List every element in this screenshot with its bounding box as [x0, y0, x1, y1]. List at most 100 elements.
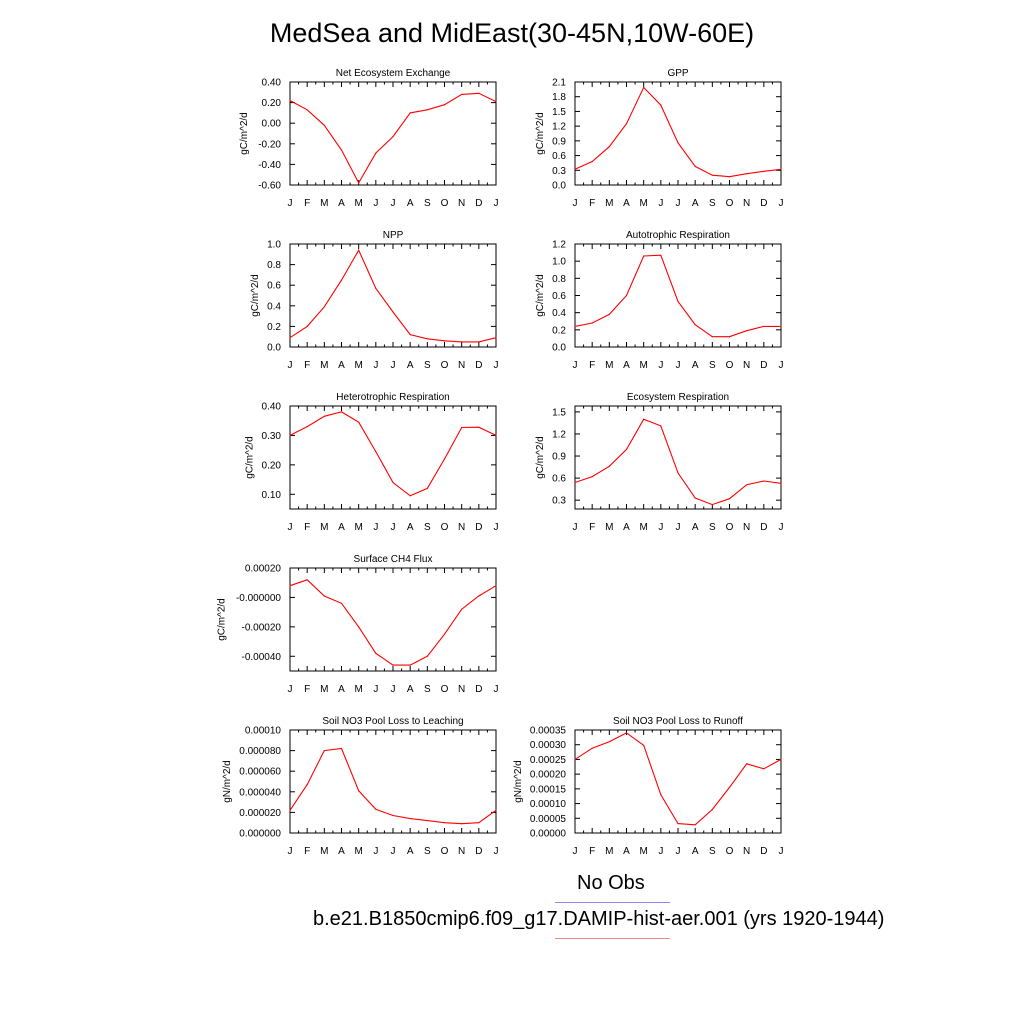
y-tick-label: 0.00020	[245, 564, 282, 575]
x-tick-label: O	[441, 360, 449, 371]
data-point	[711, 808, 713, 811]
data-point	[728, 336, 731, 338]
x-tick-label: S	[709, 522, 716, 533]
data-point	[660, 794, 662, 796]
plot-frame	[574, 81, 782, 186]
x-tick-label: M	[320, 522, 328, 533]
data-point	[358, 626, 360, 628]
x-tick-label: J	[288, 198, 293, 209]
y-axis-label: gC/m^2/d	[535, 112, 546, 155]
data-point	[443, 822, 446, 824]
y-tick-label: 0.8	[267, 260, 281, 271]
x-tick-label: J	[494, 360, 499, 371]
data-point	[763, 480, 765, 482]
data-point	[358, 249, 360, 251]
x-tick-label: J	[288, 360, 293, 371]
x-tick-label: M	[605, 360, 613, 371]
x-tick-label: N	[743, 198, 750, 209]
data-point	[694, 324, 696, 326]
data-point	[443, 458, 446, 460]
x-tick-label: O	[441, 684, 449, 695]
y-tick-label: 0.00010	[530, 799, 567, 810]
data-point	[306, 109, 308, 111]
legend-obs-label: No Obs	[577, 872, 645, 894]
data-point	[306, 579, 308, 581]
x-tick-label: M	[354, 846, 362, 857]
x-tick-label: M	[639, 522, 647, 533]
data-point	[495, 809, 497, 811]
x-tick-label: F	[304, 522, 310, 533]
data-point	[625, 294, 628, 297]
y-tick-label: 0.6	[552, 474, 566, 485]
y-tick-label: 0.3	[552, 166, 566, 177]
x-tick-label: M	[605, 198, 613, 209]
series-line-model	[574, 732, 782, 826]
y-axis-label: gC/m^2/d	[217, 598, 228, 641]
data-point	[591, 476, 593, 478]
data-point	[608, 465, 610, 467]
y-tick-label: 0.4	[552, 308, 566, 319]
x-tick-label: J	[494, 198, 499, 209]
x-tick-label: O	[726, 846, 734, 857]
x-tick-label: J	[676, 522, 681, 533]
x-tick-label: F	[304, 198, 310, 209]
data-point	[660, 254, 662, 256]
x-tick-label: S	[709, 846, 716, 857]
x-tick-label: S	[424, 522, 431, 533]
data-point	[340, 747, 343, 750]
y-axis-label: gC/m^2/d	[535, 274, 546, 317]
x-tick-label: A	[338, 846, 345, 857]
data-point	[426, 109, 428, 111]
data-point	[478, 426, 480, 428]
x-tick-label: D	[475, 684, 482, 695]
y-tick-label: 1.2	[552, 240, 566, 251]
y-tick-label: 0.40	[262, 78, 282, 89]
x-tick-label: M	[354, 360, 362, 371]
data-point	[677, 142, 679, 144]
y-tick-label: 0.000080	[239, 746, 281, 757]
data-point	[375, 451, 377, 453]
data-point	[711, 504, 713, 506]
y-tick-label: 1.0	[267, 240, 281, 251]
plot-frame	[289, 243, 497, 348]
x-tick-label: A	[407, 198, 414, 209]
data-point	[591, 747, 593, 749]
y-tick-label: 0.6	[267, 281, 281, 292]
data-point	[358, 421, 360, 423]
data-point	[694, 165, 696, 167]
data-point	[289, 337, 291, 339]
x-tick-label: M	[605, 846, 613, 857]
data-point	[677, 823, 679, 825]
y-tick-label: 0.2	[552, 325, 566, 336]
x-tick-label: D	[760, 522, 767, 533]
data-point	[340, 411, 343, 413]
y-tick-label: 0.20	[262, 460, 282, 471]
data-point	[461, 608, 463, 610]
data-point	[643, 418, 645, 420]
data-point	[323, 306, 325, 308]
legend-obs-line	[555, 902, 670, 903]
panel-title: Soil NO3 Pool Loss to Runoff	[613, 716, 743, 727]
data-point	[426, 655, 428, 657]
data-point	[746, 763, 748, 765]
data-point	[495, 337, 497, 339]
x-tick-label: A	[407, 522, 414, 533]
x-tick-label: A	[407, 846, 414, 857]
y-axis-label: gN/m^2/d	[513, 760, 524, 803]
panel-title: Soil NO3 Pool Loss to Leaching	[322, 716, 463, 727]
x-tick-label: J	[373, 846, 378, 857]
data-point	[426, 487, 428, 489]
x-tick-label: J	[573, 198, 578, 209]
x-tick-label: O	[441, 522, 449, 533]
panel-title: Heterotrophic Respiration	[336, 392, 449, 403]
y-tick-label: -0.000000	[236, 593, 281, 604]
data-point	[461, 93, 463, 95]
x-tick-label: J	[494, 522, 499, 533]
x-tick-label: J	[658, 198, 663, 209]
legend-model-label: b.e21.B1850cmip6.f09_g17.DAMIP-hist-aer.…	[313, 908, 885, 930]
series-line-model	[289, 411, 497, 497]
